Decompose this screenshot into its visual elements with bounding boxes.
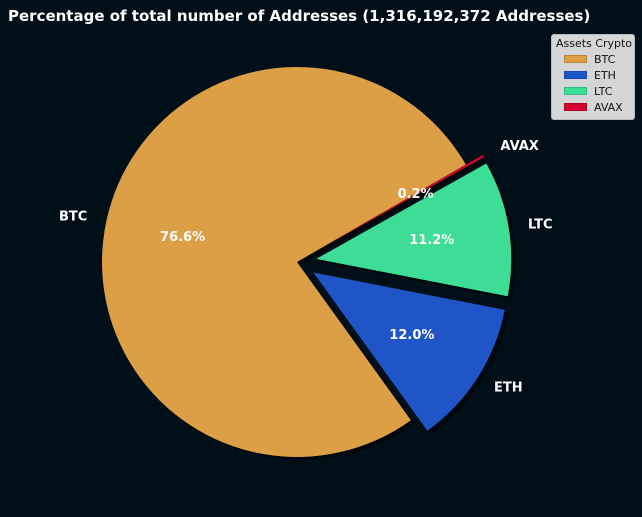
slice-label-btc: BTC xyxy=(59,210,87,225)
slice-label-avax: AVAX xyxy=(500,139,538,154)
slice-value-avax: 0.2% xyxy=(398,187,434,202)
slice-value-ltc: 11.2% xyxy=(409,233,454,248)
pie-slice-shadow-avax xyxy=(317,157,489,256)
legend-item-ltc: LTC xyxy=(556,83,630,99)
pie-slice-ltc xyxy=(316,163,512,297)
legend-swatch-btc xyxy=(564,55,587,63)
slice-value-eth: 12.0% xyxy=(389,328,434,343)
slice-label-eth: ETH xyxy=(494,381,523,396)
legend-swatch-avax xyxy=(564,103,587,111)
slice-value-btc: 76.6% xyxy=(160,230,205,245)
legend-label-ltc: LTC xyxy=(594,84,613,98)
legend-label-btc: BTC xyxy=(594,52,616,66)
legend-title: Assets Crypto xyxy=(556,37,633,50)
pie-slice-btc xyxy=(101,67,466,458)
pie-slice-eth xyxy=(313,272,505,431)
pie-slice-avax xyxy=(313,154,485,253)
legend-swatch-eth xyxy=(564,71,587,79)
chart-legend: Assets Crypto BTC ETH LTC AVAX xyxy=(551,34,635,120)
chart-title: Percentage of total number of Addresses … xyxy=(8,7,591,25)
legend-item-avax: AVAX xyxy=(556,99,630,115)
legend-swatch-ltc xyxy=(564,87,587,95)
legend-item-eth: ETH xyxy=(556,67,630,83)
legend-item-btc: BTC xyxy=(556,51,630,67)
slice-label-ltc: LTC xyxy=(528,217,553,232)
legend-label-eth: ETH xyxy=(594,68,616,82)
legend-label-avax: AVAX xyxy=(594,100,623,114)
